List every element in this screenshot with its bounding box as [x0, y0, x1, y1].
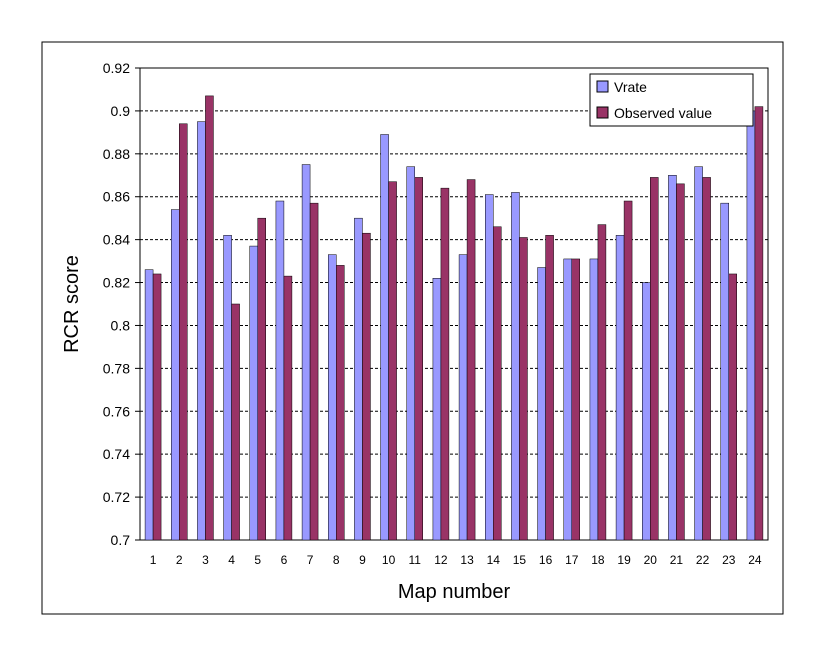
bar-observed-value: [283, 275, 293, 541]
bar-observed-value: [362, 232, 371, 541]
x-tick-label: 12: [434, 553, 448, 567]
x-tick-label: 21: [670, 553, 684, 567]
bar-vrate: [589, 258, 599, 541]
bar-observed-value: [676, 183, 685, 541]
bar-observed-value: [152, 273, 162, 541]
bar-vrate: [720, 202, 729, 541]
bar-observed-value: [388, 181, 397, 541]
bar-vrate: [328, 254, 337, 541]
bar-observed-value: [336, 265, 345, 541]
bar-observed-value: [545, 235, 554, 541]
bar-vrate: [354, 217, 363, 541]
legend-swatch-vrate: [596, 80, 609, 93]
bar-observed-value: [519, 237, 528, 541]
y-tick-label: 0.92: [103, 60, 130, 76]
bar-observed-value: [466, 179, 476, 541]
bar-observed-value: [179, 123, 188, 541]
x-axis-ticks: 1 2 3 4 5 6 7 8 9 10 11 12 13 14 15 16 17 18 19 20 21 22 23 24: [150, 553, 762, 567]
x-tick-label: 2: [176, 553, 183, 567]
bar-vrate: [746, 110, 756, 541]
y-tick-label: 0.86: [103, 189, 130, 205]
y-tick-label: 0.7: [111, 532, 131, 548]
x-tick-label: 16: [539, 553, 553, 567]
legend-swatch-observed: [596, 106, 609, 119]
x-tick-label: 19: [617, 553, 631, 567]
x-tick-label: 10: [382, 553, 396, 567]
bar-vrate: [485, 194, 494, 541]
bar-vrate: [275, 200, 285, 541]
bar-vrate: [406, 166, 415, 541]
y-tick-label: 0.76: [103, 403, 130, 419]
bar-vrate: [223, 235, 232, 541]
bar-vrate: [668, 175, 677, 541]
x-tick-label: 8: [333, 553, 340, 567]
bar-observed-value: [650, 177, 659, 541]
x-tick-label: 1: [150, 553, 157, 567]
x-tick-label: 6: [281, 553, 288, 567]
x-tick-label: 4: [228, 553, 235, 567]
x-tick-label: 9: [359, 553, 366, 567]
bar-observed-value: [571, 258, 580, 541]
x-tick-label: 3: [202, 553, 209, 567]
bar-observed-value: [597, 224, 607, 541]
y-axis-ticks: 0.7 0.72 0.74 0.76 0.78 0.8 0.82 0.84 0.86 0.88 0.…: [103, 60, 140, 548]
bar-vrate: [563, 258, 572, 541]
y-tick-label: 0.84: [103, 232, 130, 248]
x-tick-label: 24: [748, 553, 762, 567]
x-tick-label: 17: [565, 553, 579, 567]
y-tick-label: 0.82: [103, 275, 130, 291]
bar-vrate: [197, 121, 206, 541]
x-tick-label: 22: [696, 553, 710, 567]
bar-observed-value: [414, 177, 423, 541]
bar-observed-value: [702, 177, 711, 541]
bar-vrate: [642, 282, 651, 541]
x-tick-label: 18: [591, 553, 605, 567]
legend: Vrate Observed value: [589, 73, 754, 127]
bar-vrate: [144, 269, 154, 541]
x-tick-label: 14: [487, 553, 501, 567]
bar-observed-value: [205, 95, 214, 541]
y-tick-label: 0.74: [103, 446, 130, 462]
bar-vrate: [249, 245, 258, 541]
legend-box: [589, 73, 754, 127]
y-tick-label: 0.88: [103, 146, 130, 162]
bar-observed-value: [309, 202, 319, 541]
bar-vrate: [171, 209, 180, 541]
bar-vrate: [301, 164, 311, 541]
x-tick-label: 11: [409, 553, 422, 567]
bar-vrate: [432, 278, 442, 541]
bar-vrate: [458, 254, 468, 541]
bar-observed-value: [493, 226, 502, 541]
x-tick-label: 5: [254, 553, 261, 567]
bar-vrate: [511, 192, 520, 541]
x-tick-label: 15: [513, 553, 527, 567]
bar-observed-value: [257, 217, 266, 541]
plot-area-border: [139, 67, 769, 541]
legend-label-vrate: Vrate: [614, 79, 647, 95]
legend-label-observed: Observed value: [614, 105, 712, 121]
bar-vrate: [537, 267, 546, 541]
bar-vrate: [694, 166, 703, 541]
x-tick-label: 7: [307, 553, 314, 567]
bar-observed-value: [754, 106, 764, 541]
y-tick-label: 0.78: [103, 360, 130, 376]
bar-vrate: [380, 134, 389, 541]
y-axis-title: RCR score: [61, 255, 83, 353]
bar-observed-value: [728, 273, 737, 541]
x-tick-label: 13: [460, 553, 474, 567]
y-tick-label: 0.9: [111, 103, 131, 119]
bars-group: [144, 95, 764, 541]
x-tick-label: 20: [644, 553, 658, 567]
bar-observed-value: [623, 200, 633, 541]
bar-observed-value: [231, 303, 240, 541]
x-tick-label: 23: [722, 553, 736, 567]
y-tick-label: 0.8: [111, 317, 131, 333]
bar-vrate: [615, 235, 625, 541]
x-axis-title: Map number: [398, 581, 511, 603]
y-tick-label: 0.72: [103, 489, 130, 505]
bar-observed-value: [440, 187, 450, 541]
